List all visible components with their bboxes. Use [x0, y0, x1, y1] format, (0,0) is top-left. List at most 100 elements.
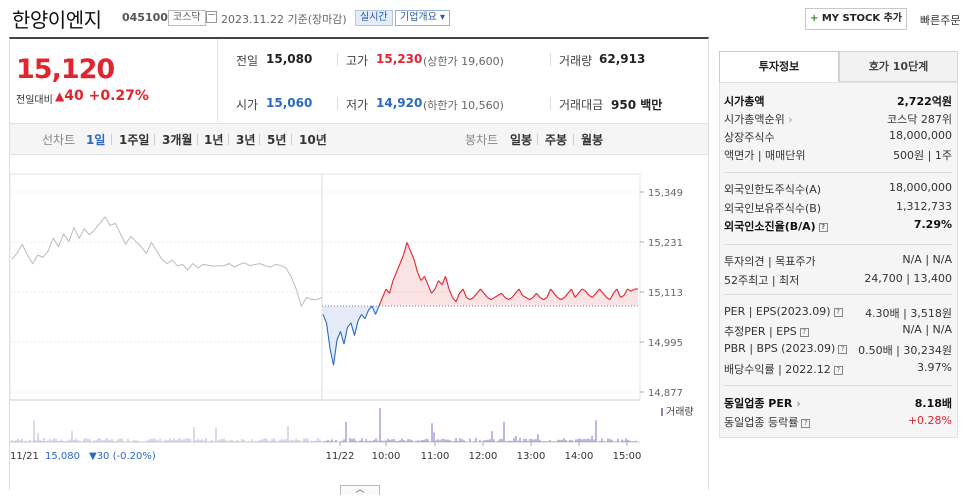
today-segment: [431, 288, 436, 294]
today-segment: [444, 276, 450, 290]
area-fill: [421, 276, 425, 306]
area-fill: [568, 289, 572, 306]
chevron-right-icon[interactable]: ›: [784, 113, 793, 126]
tab-order-book[interactable]: 호가 10단계: [839, 51, 958, 82]
today-segment: [413, 259, 419, 273]
info-value: 500원 | 1주: [893, 149, 952, 162]
today-segment: [466, 297, 471, 301]
area-fill: [326, 305, 330, 349]
today-segment: [381, 288, 387, 298]
today-segment: [487, 297, 492, 301]
divider: [724, 172, 952, 173]
today-segment: [409, 250, 415, 260]
area-fill: [512, 293, 516, 306]
area-fill: [389, 280, 393, 306]
collapse-chart-button[interactable]: ︿: [340, 485, 380, 495]
period-10y[interactable]: 10년: [299, 133, 327, 147]
info-value: 2,722억원: [896, 95, 952, 108]
candle-weekly[interactable]: 주봉: [545, 133, 568, 147]
area-fill: [613, 289, 617, 306]
info-row: 외국인소진율(B/A)? 7.29%: [724, 218, 952, 235]
prev-close-label: 전일: [236, 54, 259, 68]
info-key: 동일업종 PER ›: [724, 397, 801, 410]
tab-investment-info[interactable]: 투자정보: [719, 51, 839, 82]
help-icon[interactable]: ?: [818, 223, 828, 232]
help-icon[interactable]: ?: [833, 366, 843, 375]
candle-monthly[interactable]: 월봉: [581, 133, 604, 147]
period-3m[interactable]: 3개월: [162, 133, 193, 147]
area-fill: [494, 295, 498, 306]
period-1w[interactable]: 1주일: [119, 133, 150, 147]
period-3y[interactable]: 3년: [236, 133, 256, 147]
area-fill: [589, 295, 593, 306]
help-icon[interactable]: ?: [833, 308, 843, 317]
divider: [111, 134, 112, 145]
today-segment: [353, 320, 359, 336]
area-fill: [382, 289, 386, 306]
today-segment: [578, 288, 583, 294]
candle-daily[interactable]: 일봉: [510, 133, 533, 147]
today-segment: [494, 294, 499, 298]
today-segment: [543, 297, 548, 301]
x-tick-label: 11/22: [326, 451, 355, 462]
help-icon[interactable]: ?: [838, 345, 848, 354]
right-tabs: 투자정보 호가 10단계: [719, 51, 958, 82]
today-segment: [525, 297, 530, 301]
change-value: ▲40 +0.27%: [55, 88, 149, 104]
period-1y[interactable]: 1년: [204, 133, 224, 147]
help-icon[interactable]: ?: [801, 419, 811, 428]
up-triangle-icon: ▲: [55, 89, 65, 103]
info-row: 외국인한도주식수(A) 18,000,000: [724, 181, 952, 198]
today-segment: [364, 310, 370, 319]
area-fill: [550, 289, 554, 306]
quick-order-link[interactable]: 빠른주문: [920, 14, 961, 27]
today-segment: [570, 288, 576, 298]
divider: [337, 53, 338, 66]
today-segment: [529, 297, 534, 301]
today-segment: [536, 292, 541, 298]
area-fill: [554, 293, 558, 306]
area-fill: [463, 289, 467, 306]
realtime-badge[interactable]: 실시간: [355, 10, 393, 26]
area-fill: [333, 305, 337, 366]
divider: [550, 53, 551, 66]
calendar-icon: [206, 11, 217, 23]
today-segment: [560, 297, 565, 301]
area-fill: [501, 293, 505, 306]
today-segment: [504, 297, 509, 301]
y-tick-label: 15,349: [648, 188, 683, 199]
area-fill: [431, 289, 435, 306]
area-fill: [386, 289, 390, 306]
area-fill: [617, 289, 621, 306]
stock-code: 045100: [122, 11, 168, 24]
area-fill: [445, 276, 449, 306]
my-stock-add-button[interactable]: + MY STOCK 추가: [805, 8, 907, 30]
today-segment: [539, 297, 544, 301]
today-segment: [480, 288, 485, 294]
today-segment: [511, 292, 516, 298]
area-fill: [358, 305, 362, 321]
today-segment: [427, 284, 433, 294]
today-segment: [550, 288, 555, 294]
today-segment: [406, 242, 412, 252]
upper-limit: (상한가 19,600): [423, 55, 504, 68]
area-fill: [634, 289, 638, 306]
today-segment: [546, 288, 552, 298]
today-segment: [448, 288, 454, 298]
today-segment: [350, 322, 356, 336]
period-5y[interactable]: 5년: [267, 133, 287, 147]
today-segment: [567, 288, 572, 294]
divider: [537, 134, 538, 145]
amount-value: 950 백만: [611, 98, 663, 112]
info-key: 시가총액순위 ›: [724, 113, 793, 126]
info-row: 투자의견 | 목표주가 N/A | N/A: [724, 253, 952, 270]
company-overview-button[interactable]: 기업개요 ▾: [395, 10, 451, 26]
today-segment: [613, 288, 618, 294]
help-icon[interactable]: ?: [799, 328, 809, 337]
area-fill: [522, 295, 526, 306]
chevron-right-icon[interactable]: ›: [792, 397, 801, 410]
area-fill: [473, 293, 477, 306]
market-badge: 코스닥: [168, 10, 206, 26]
period-1d[interactable]: 1일: [86, 133, 106, 147]
today-segment: [395, 263, 401, 273]
